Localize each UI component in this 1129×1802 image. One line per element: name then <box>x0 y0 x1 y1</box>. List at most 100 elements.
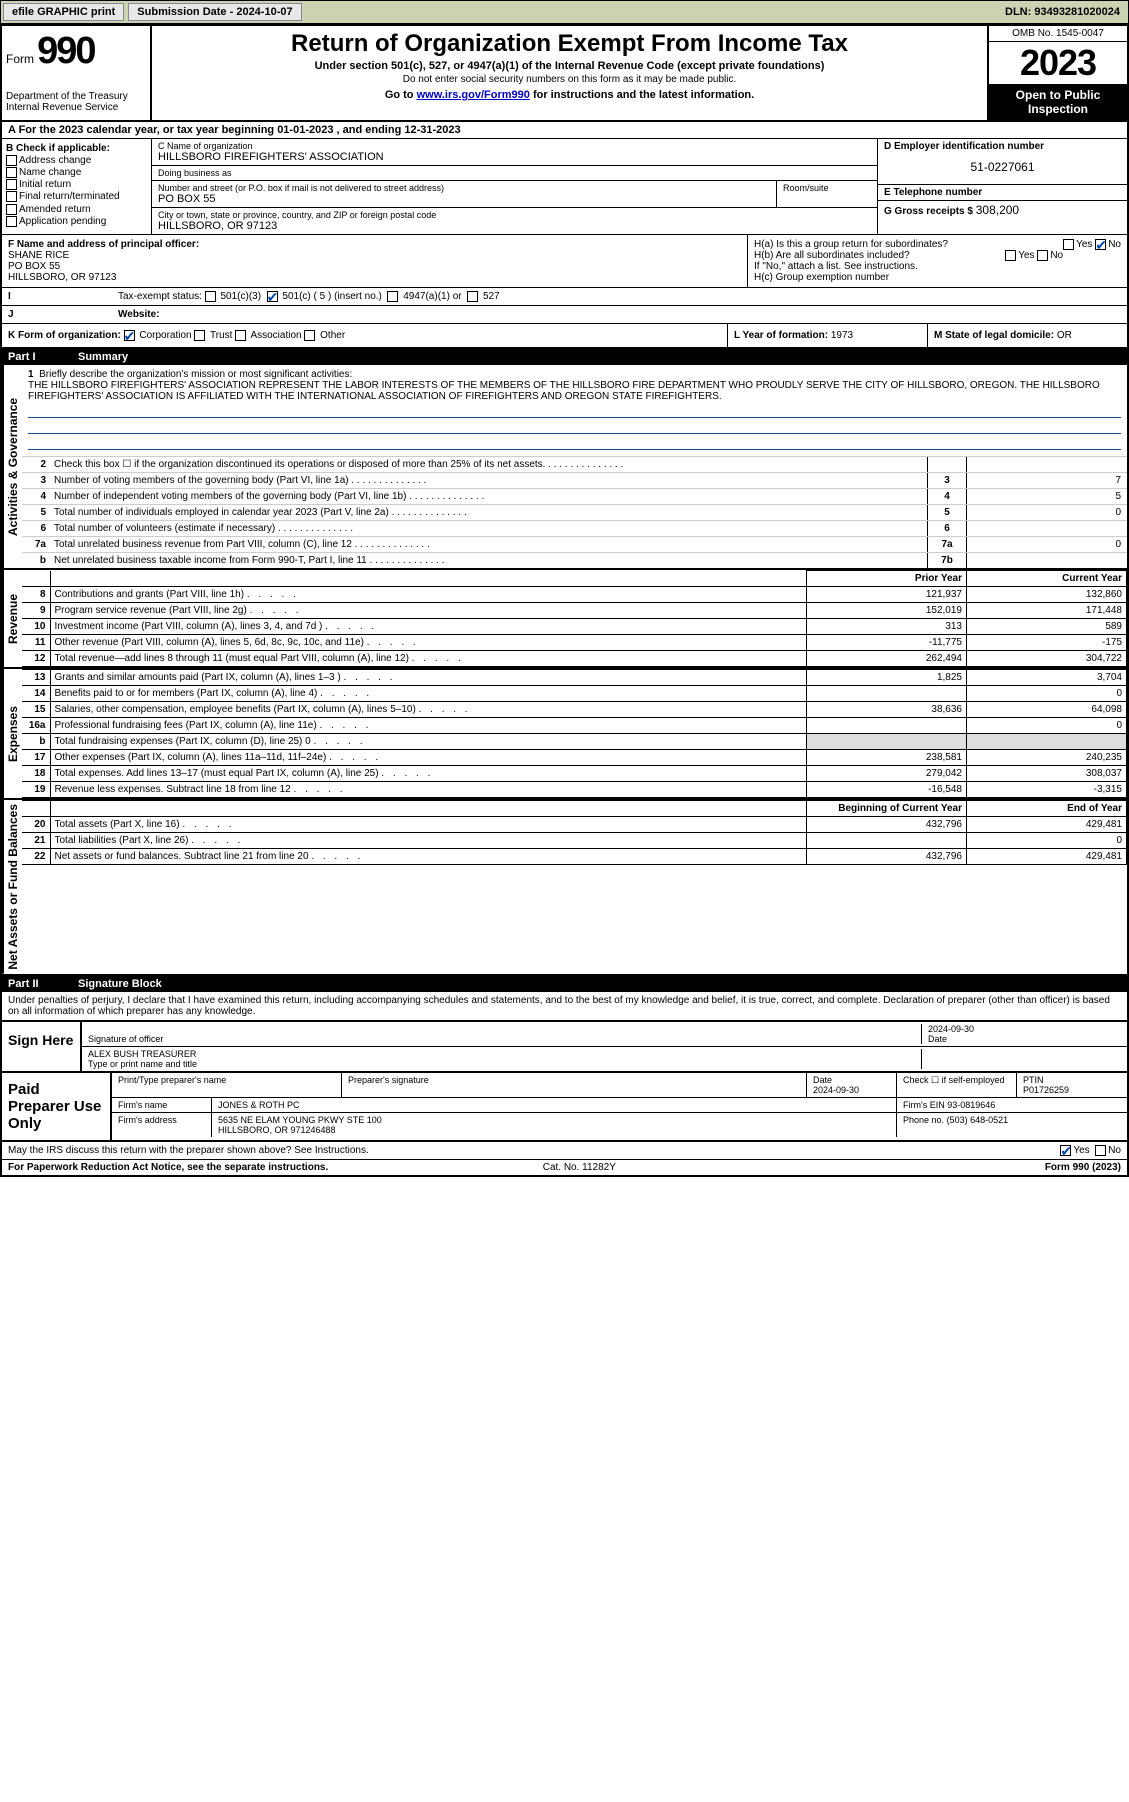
dba-label: Doing business as <box>158 168 871 178</box>
row-j-website: J Website: <box>2 306 1127 324</box>
sig-officer-label: Signature of officer <box>88 1034 921 1044</box>
cb-amended-return[interactable]: Amended return <box>6 204 147 215</box>
submission-date-value: 2024-10-07 <box>236 6 292 18</box>
table-row: 18Total expenses. Add lines 13–17 (must … <box>22 766 1127 782</box>
cb-assoc[interactable] <box>235 330 246 341</box>
column-c: C Name of organization HILLSBORO FIREFIG… <box>152 139 877 234</box>
form-subtitle: Under section 501(c), 527, or 4947(a)(1)… <box>158 60 981 72</box>
hb-yes[interactable] <box>1005 250 1016 261</box>
ssn-warning: Do not enter social security numbers on … <box>158 74 981 85</box>
footer-row: For Paperwork Reduction Act Notice, see … <box>2 1160 1127 1175</box>
firm-addr1: 5635 NE ELAM YOUNG PKWY STE 100 <box>218 1115 382 1125</box>
row-klm: K Form of organization: Corporation Trus… <box>2 324 1127 349</box>
current-year-header: Current Year <box>967 571 1127 587</box>
revenue-table: Prior Year Current Year 8Contributions a… <box>22 570 1127 667</box>
m-state-domicile: M State of legal domicile: OR <box>927 324 1127 347</box>
officer-addr2: HILLSBORO, OR 97123 <box>8 272 741 283</box>
prep-row-3: Firm's address 5635 NE ELAM YOUNG PKWY S… <box>112 1113 1127 1137</box>
hb-no[interactable] <box>1037 250 1048 261</box>
expenses-table: 13Grants and similar amounts paid (Part … <box>22 669 1127 798</box>
mission-block: 1 Briefly describe the organization's mi… <box>22 365 1127 456</box>
cb-501c3[interactable] <box>205 291 216 302</box>
h-b-label: H(b) Are all subordinates included? <box>754 250 910 261</box>
line-a-tax-year: A For the 2023 calendar year, or tax yea… <box>2 122 1127 139</box>
cb-other[interactable] <box>304 330 315 341</box>
table-row: 12Total revenue—add lines 8 through 11 (… <box>22 651 1127 667</box>
side-label-net-assets: Net Assets or Fund Balances <box>2 800 22 974</box>
department-label: Department of the Treasury Internal Reve… <box>6 91 146 113</box>
net-assets-table: Beginning of Current Year End of Year 20… <box>22 800 1127 865</box>
cb-initial-return[interactable]: Initial return <box>6 179 147 190</box>
sign-here-label: Sign Here <box>2 1022 82 1071</box>
underline-2 <box>28 420 1121 434</box>
cb-name-change[interactable]: Name change <box>6 167 147 178</box>
form-990-container: Form 990 Department of the Treasury Inte… <box>0 24 1129 1177</box>
dln-field: DLN: 93493281020024 <box>1005 6 1126 18</box>
cb-address-change[interactable]: Address change <box>6 155 147 166</box>
firm-phone-value: (503) 648-0521 <box>947 1115 1009 1125</box>
column-d: D Employer identification number 51-0227… <box>877 139 1127 234</box>
top-toolbar: efile GRAPHIC print Submission Date - 20… <box>0 0 1129 24</box>
form-footer-label: Form 990 (2023) <box>1045 1162 1121 1173</box>
cb-501c[interactable] <box>267 291 278 302</box>
street-value: PO BOX 55 <box>158 193 770 205</box>
officer-name: SHANE RICE <box>8 250 741 261</box>
cb-application-pending[interactable]: Application pending <box>6 216 147 227</box>
form-word: Form <box>6 52 34 66</box>
table-row: 15Salaries, other compensation, employee… <box>22 702 1127 718</box>
instructions-link[interactable]: www.irs.gov/Form990 <box>417 89 530 101</box>
form-header: Form 990 Department of the Treasury Inte… <box>2 26 1127 122</box>
tax-exempt-label: Tax-exempt status: <box>118 291 202 302</box>
firm-ein-value: 93-0819646 <box>947 1100 995 1110</box>
sig-officer-row: Signature of officer 2024-09-30Date <box>82 1022 1127 1047</box>
part-1-num: Part I <box>8 351 78 363</box>
goto-suffix: for instructions and the latest informat… <box>530 89 754 101</box>
gross-value: 308,200 <box>976 203 1019 217</box>
table-row: bTotal fundraising expenses (Part IX, co… <box>22 734 1127 750</box>
row-i-tax-exempt: I Tax-exempt status: 501(c)(3) 501(c) ( … <box>2 288 1127 306</box>
org-name-value: HILLSBORO FIREFIGHTERS' ASSOCIATION <box>158 151 871 163</box>
city-cell: City or town, state or province, country… <box>152 207 877 234</box>
dln-value: 93493281020024 <box>1034 6 1120 18</box>
part-2-header: Part II Signature Block <box>2 976 1127 992</box>
prep-date-value: 2024-09-30 <box>813 1085 859 1095</box>
cb-527[interactable] <box>467 291 478 302</box>
mission-num: 1 <box>28 369 34 380</box>
discuss-yes[interactable] <box>1060 1145 1071 1156</box>
governance-section: Activities & Governance 1 Briefly descri… <box>2 365 1127 570</box>
prep-row-2: Firm's name JONES & ROTH PC Firm's EIN 9… <box>112 1098 1127 1113</box>
table-row: 9Program service revenue (Part VIII, lin… <box>22 603 1127 619</box>
gov-row: 5Total number of individuals employed in… <box>22 504 1127 520</box>
gov-row: 4Number of independent voting members of… <box>22 488 1127 504</box>
ha-yes[interactable] <box>1063 239 1074 250</box>
cb-4947[interactable] <box>387 291 398 302</box>
prep-row-1: Print/Type preparer's name Preparer's si… <box>112 1073 1127 1098</box>
sig-name-row: ALEX BUSH TREASURERType or print name an… <box>82 1047 1127 1071</box>
mission-text: THE HILLSBORO FIREFIGHTERS' ASSOCIATION … <box>28 380 1100 402</box>
cb-corp[interactable] <box>124 330 135 341</box>
gov-row: 2Check this box ☐ if the organization di… <box>22 456 1127 472</box>
efile-print-button[interactable]: efile GRAPHIC print <box>3 3 124 21</box>
submission-date-label: Submission Date - 2024-10-07 <box>128 3 301 21</box>
cb-final-return[interactable]: Final return/terminated <box>6 191 147 202</box>
dba-cell: Doing business as <box>152 166 877 181</box>
h-b-row: H(b) Are all subordinates included? Yes … <box>754 250 1121 261</box>
gross-label: G Gross receipts $ <box>884 206 976 217</box>
revenue-section: Revenue Prior Year Current Year 8Contrib… <box>2 570 1127 669</box>
discuss-no[interactable] <box>1095 1145 1106 1156</box>
submission-date-prefix: Submission Date - <box>137 6 236 18</box>
telephone-cell: E Telephone number <box>878 185 1127 201</box>
mission-label: Briefly describe the organization's miss… <box>39 369 352 380</box>
ha-no[interactable] <box>1095 239 1106 250</box>
header-left: Form 990 Department of the Treasury Inte… <box>2 26 152 120</box>
street-row: Number and street (or P.O. box if mail i… <box>152 181 877 207</box>
part-1-title: Summary <box>78 351 128 363</box>
sig-name-label: Type or print name and title <box>88 1059 921 1069</box>
na-begin-header: Beginning of Current Year <box>807 801 967 817</box>
omb-number: OMB No. 1545-0047 <box>989 26 1127 42</box>
row-f-h: F Name and address of principal officer:… <box>2 235 1127 288</box>
goto-line: Go to www.irs.gov/Form990 for instructio… <box>158 89 981 101</box>
open-to-public-badge: Open to Public Inspection <box>989 84 1127 120</box>
cb-trust[interactable] <box>194 330 205 341</box>
form-title: Return of Organization Exempt From Incom… <box>158 30 981 58</box>
